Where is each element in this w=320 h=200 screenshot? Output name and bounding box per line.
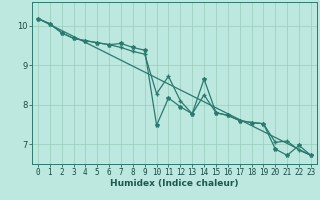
X-axis label: Humidex (Indice chaleur): Humidex (Indice chaleur) — [110, 179, 239, 188]
